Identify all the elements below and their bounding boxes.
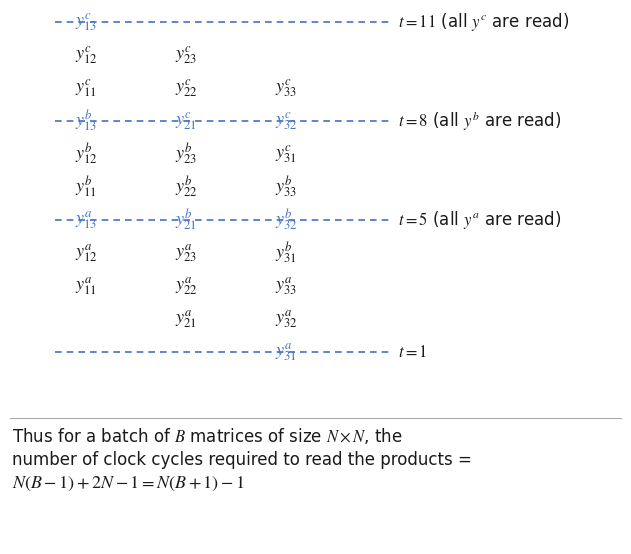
Text: $y_{33}^{c}$: $y_{33}^{c}$: [275, 77, 297, 99]
Text: $y_{12}^{a}$: $y_{12}^{a}$: [75, 242, 98, 264]
Text: $y_{23}^{a}$: $y_{23}^{a}$: [175, 242, 197, 264]
Text: $y_{22}^{b}$: $y_{22}^{b}$: [175, 175, 198, 199]
Text: $y_{32}^{b}$: $y_{32}^{b}$: [275, 207, 298, 233]
Text: $t = 8$ (all $y^{b}$ are read): $t = 8$ (all $y^{b}$ are read): [398, 109, 562, 133]
Text: $y_{32}^{a}$: $y_{32}^{a}$: [275, 308, 298, 330]
Text: $t = 1$: $t = 1$: [398, 343, 427, 361]
Text: Thus for a batch of $B$ matrices of size $N \times N$, the: Thus for a batch of $B$ matrices of size…: [12, 426, 403, 446]
Text: $y_{31}^{b}$: $y_{31}^{b}$: [275, 240, 297, 265]
Text: $y_{22}^{a}$: $y_{22}^{a}$: [175, 275, 198, 297]
Text: $y_{13}^{b}$: $y_{13}^{b}$: [75, 109, 97, 134]
Text: $y_{33}^{b}$: $y_{33}^{b}$: [275, 175, 297, 199]
Text: $y_{33}^{a}$: $y_{33}^{a}$: [275, 275, 297, 297]
Text: $y_{12}^{b}$: $y_{12}^{b}$: [75, 141, 98, 167]
Text: $y_{11}^{a}$: $y_{11}^{a}$: [75, 275, 97, 297]
Text: $y_{31}^{c}$: $y_{31}^{c}$: [275, 143, 297, 165]
Text: $y_{11}^{b}$: $y_{11}^{b}$: [75, 175, 97, 199]
Text: $y_{22}^{c}$: $y_{22}^{c}$: [175, 77, 198, 99]
Text: $y_{23}^{c}$: $y_{23}^{c}$: [175, 44, 197, 66]
Text: $y_{11}^{c}$: $y_{11}^{c}$: [75, 77, 97, 99]
Text: $y_{21}^{c}$: $y_{21}^{c}$: [175, 110, 197, 132]
Text: $y_{32}^{c}$: $y_{32}^{c}$: [275, 110, 298, 132]
Text: $y_{12}^{c}$: $y_{12}^{c}$: [75, 44, 98, 66]
Text: $t = 11$ (all $y^{c}$ are read): $t = 11$ (all $y^{c}$ are read): [398, 11, 569, 33]
Text: $y_{21}^{b}$: $y_{21}^{b}$: [175, 207, 197, 233]
Text: $y_{21}^{a}$: $y_{21}^{a}$: [175, 308, 197, 330]
Text: $y_{13}^{a}$: $y_{13}^{a}$: [75, 209, 97, 231]
Text: $y_{23}^{b}$: $y_{23}^{b}$: [175, 141, 197, 167]
Text: $y_{31}^{a}$: $y_{31}^{a}$: [275, 341, 297, 363]
Text: number of clock cycles required to read the products =: number of clock cycles required to read …: [12, 451, 477, 469]
Text: $y_{13}^{c}$: $y_{13}^{c}$: [75, 11, 97, 33]
Text: $N(B - 1) + 2N - 1 = N(B + 1) - 1$: $N(B - 1) + 2N - 1 = N(B + 1) - 1$: [12, 475, 245, 493]
Text: $t = 5$ (all $y^{a}$ are read): $t = 5$ (all $y^{a}$ are read): [398, 209, 562, 231]
